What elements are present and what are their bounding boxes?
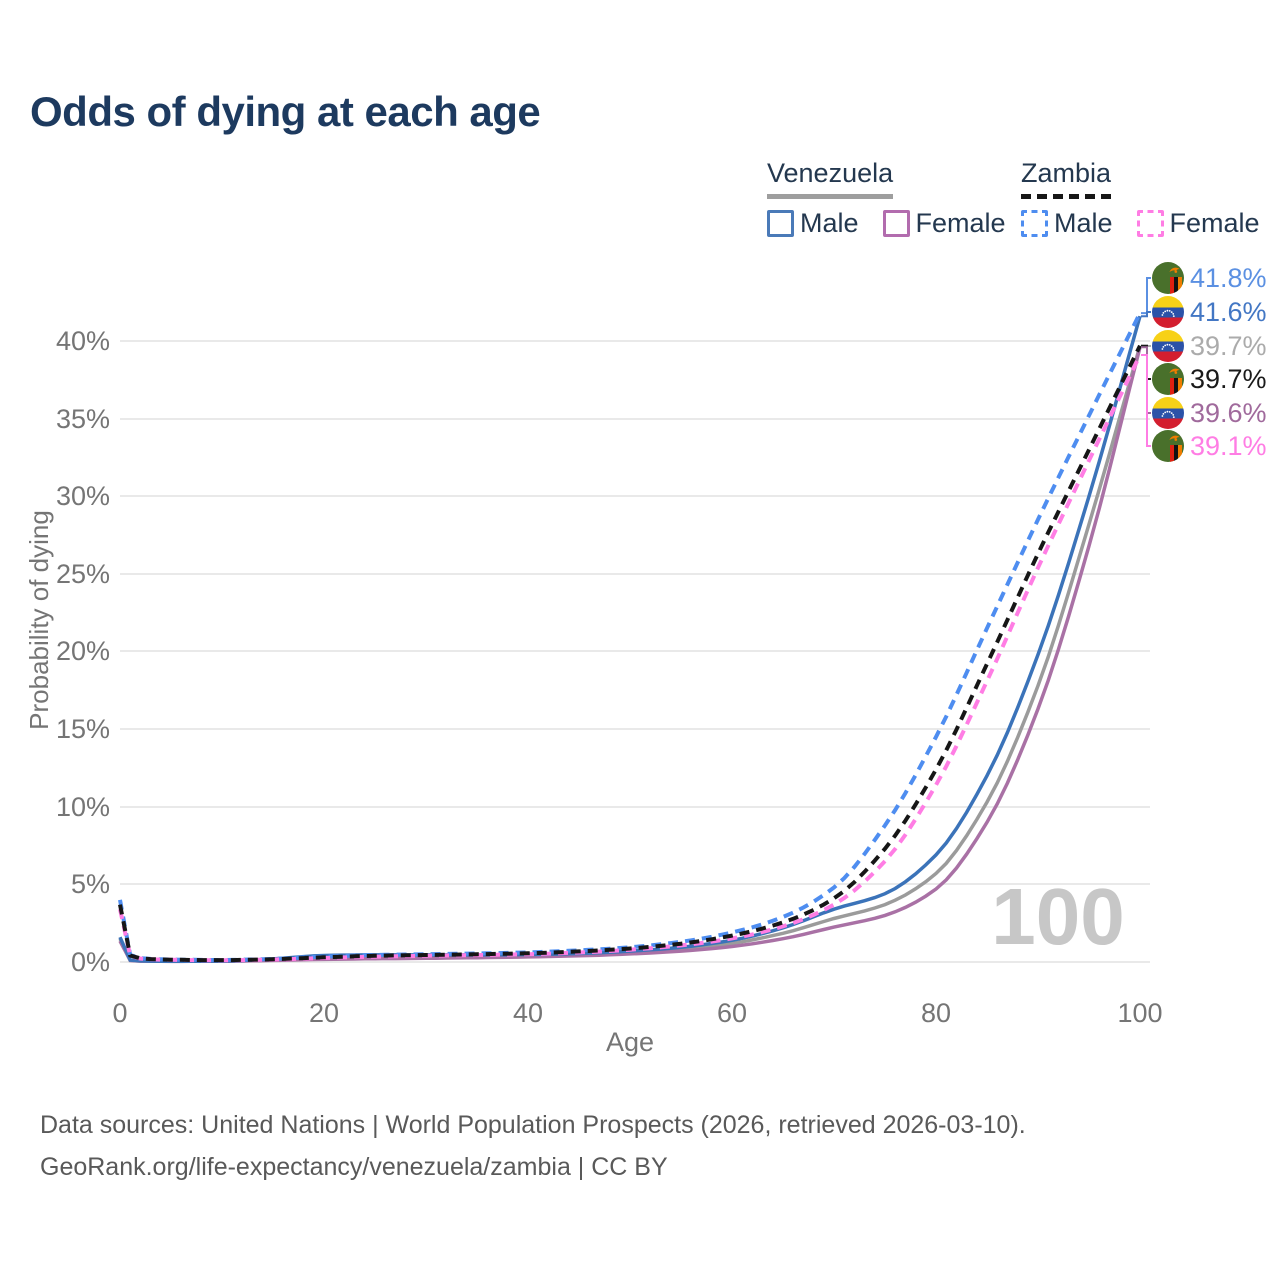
y-tick-0: 0% <box>71 947 110 977</box>
y-tick-25: 25% <box>56 559 110 589</box>
end-label-connectors <box>1141 277 1151 447</box>
end-label-value: 41.6% <box>1190 297 1267 327</box>
zambia-female-checkbox[interactable] <box>1136 210 1164 237</box>
x-tick-80: 80 <box>921 998 951 1028</box>
venezuela-female-checkbox[interactable] <box>882 210 910 237</box>
venezuela-flag-icon <box>1152 330 1184 362</box>
end-label-value: 39.7% <box>1190 331 1267 361</box>
y-axis-ticks: 0% 5% 10% 15% 20% 25% 30% 35% 40% <box>56 326 110 977</box>
x-axis-title: Age <box>606 1027 654 1057</box>
y-tick-35: 35% <box>56 404 110 434</box>
series-line-venezuela-female <box>118 346 1142 964</box>
end-label-venezuela-both: 39.7% <box>1152 330 1267 362</box>
x-tick-40: 40 <box>513 998 543 1028</box>
zambia-male-checkbox[interactable] <box>1021 210 1048 237</box>
connector-zambia-female <box>1141 354 1151 447</box>
x-tick-60: 60 <box>717 998 747 1028</box>
series-line-zambia-female <box>118 354 1142 963</box>
end-label-venezuela-female: 39.6% <box>1152 397 1267 429</box>
zambia-flag-icon <box>1152 262 1184 294</box>
data-sources-line: Data sources: United Nations | World Pop… <box>40 1111 1026 1139</box>
end-label-zambia-both: 39.7% <box>1152 363 1267 395</box>
legend-item-venezuela-male[interactable]: Male <box>767 208 859 239</box>
series-line-zambia-both <box>118 344 1142 963</box>
georank-url-line: GeoRank.org/life-expectancy/venezuela/za… <box>40 1153 668 1181</box>
series-line-venezuela-both <box>118 345 1142 963</box>
page-title: Odds of dying at each age <box>30 88 541 135</box>
attribution-footer: Data sources: United Nations | World Pop… <box>40 1104 1026 1188</box>
venezuela-female-label: Female <box>915 208 1006 238</box>
end-label-value: 39.1% <box>1190 431 1267 461</box>
y-tick-10: 10% <box>56 792 110 822</box>
legend-item-zambia-male[interactable]: Male <box>1021 208 1113 239</box>
legend-item-zambia-female[interactable]: Female <box>1136 208 1260 239</box>
end-label-value: 39.7% <box>1190 364 1267 394</box>
gridlines <box>120 340 1150 963</box>
venezuela-male-label: Male <box>800 208 859 238</box>
x-tick-20: 20 <box>309 998 339 1028</box>
series-line-venezuela-male <box>118 315 1142 963</box>
y-axis-title: Probability of dying <box>24 510 54 730</box>
legend-group-venezuela: Venezuela Male Female <box>767 158 1022 239</box>
age-watermark: 100 <box>991 872 1124 961</box>
y-tick-30: 30% <box>56 481 110 511</box>
connector-zambia-male <box>1141 277 1151 315</box>
y-tick-20: 20% <box>56 636 110 666</box>
zambia-female-label: Female <box>1169 208 1260 238</box>
y-tick-5: 5% <box>71 869 110 899</box>
zambia-flag-icon <box>1152 430 1184 462</box>
end-label-value: 39.6% <box>1190 398 1267 428</box>
connector-venezuela-male <box>1141 311 1151 318</box>
legend-zambia-label: Zambia <box>1021 158 1112 199</box>
x-tick-100: 100 <box>1117 998 1162 1028</box>
end-labels: 41.8% 41.6% 39.7% 39.7% 39.6% 39.1% <box>1152 262 1267 462</box>
y-tick-40: 40% <box>56 326 110 356</box>
end-label-zambia-female: 39.1% <box>1152 430 1267 462</box>
end-label-venezuela-male: 41.6% <box>1152 296 1267 328</box>
end-label-value: 41.8% <box>1190 263 1267 293</box>
end-label-zambia-male: 41.8% <box>1152 262 1267 294</box>
series-lines <box>118 312 1142 964</box>
zambia-flag-icon <box>1152 363 1184 395</box>
venezuela-male-checkbox[interactable] <box>767 210 794 237</box>
x-axis-ticks: 0 20 40 60 80 100 <box>112 998 1162 1028</box>
zambia-male-label: Male <box>1054 208 1113 238</box>
legend-venezuela-label: Venezuela <box>767 158 894 199</box>
venezuela-flag-icon <box>1152 296 1184 328</box>
venezuela-flag-icon <box>1152 397 1184 429</box>
x-tick-0: 0 <box>112 998 127 1028</box>
legend-item-venezuela-female[interactable]: Female <box>882 208 1006 239</box>
y-tick-15: 15% <box>56 714 110 744</box>
legend-group-zambia: Zambia Male Female <box>1021 158 1276 239</box>
series-line-zambia-male <box>118 312 1142 962</box>
